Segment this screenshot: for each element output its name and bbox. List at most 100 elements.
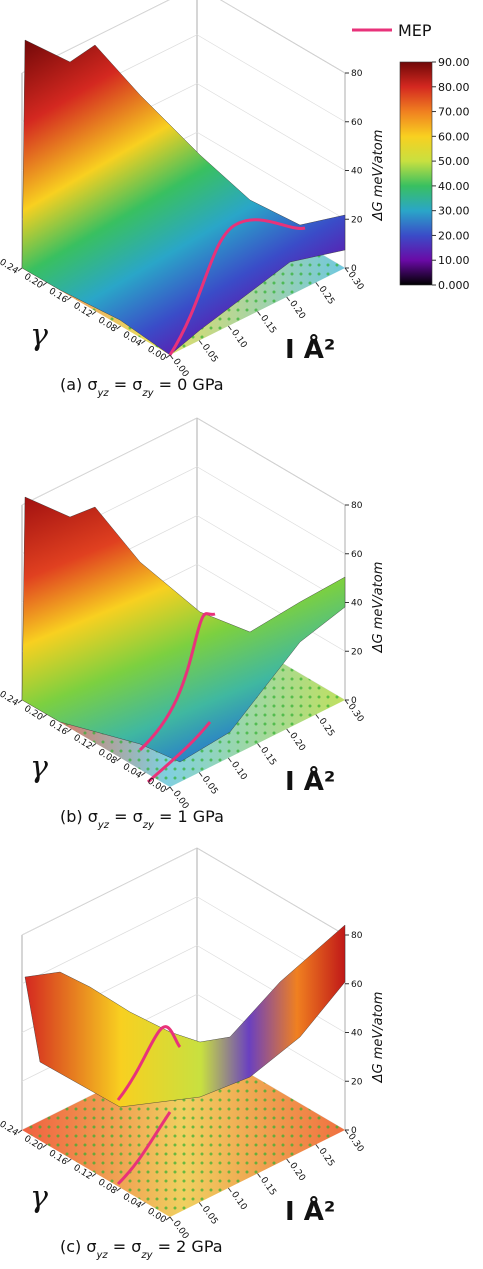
y-tick-label: 0.15 <box>258 745 278 767</box>
y-tick <box>344 699 349 705</box>
surface <box>21 496 346 763</box>
z-tick-label: 0 <box>351 264 357 274</box>
z-tick-label: 20 <box>351 1077 363 1087</box>
y-tick-label: 0.30 <box>346 702 366 724</box>
y-tick-label: 0.05 <box>200 342 220 364</box>
z-tick-label: 80 <box>351 69 363 79</box>
x-tick <box>141 340 146 344</box>
y-tick <box>169 786 174 792</box>
colorbar-tick-label: 70.00 <box>438 106 470 119</box>
caption-part: (c) σ <box>60 1237 97 1256</box>
z-tick-label: 60 <box>351 118 363 128</box>
y-tick-label: 0.15 <box>258 1175 278 1197</box>
colorbar-tick-label: 50.00 <box>438 155 470 168</box>
caption-part: zy <box>140 1250 153 1261</box>
caption-part: yz <box>97 388 110 399</box>
z-tick-label: 0 <box>351 696 357 706</box>
y-tick <box>198 772 203 777</box>
y-tick <box>315 714 320 719</box>
caption-part: = σ <box>109 375 143 394</box>
y-tick <box>257 311 261 316</box>
panel: 0204060800.000.040.080.120.160.200.240.0… <box>0 0 470 399</box>
y-tick-label: 0.30 <box>346 270 366 292</box>
y-tick <box>227 325 232 331</box>
x-tick <box>17 1129 23 1134</box>
x-tick <box>116 325 121 330</box>
grid-line <box>21 417 346 506</box>
caption-part: (b) σ <box>60 807 98 826</box>
x-tick <box>17 267 23 272</box>
y-tick-label: 0.25 <box>316 284 336 306</box>
z-axis-label: ΔG meV/atom <box>371 130 386 222</box>
caption-part: zy <box>142 820 155 831</box>
z-tick-label: 0 <box>351 1126 357 1136</box>
x-tick <box>165 1216 171 1221</box>
y-tick-label: 0.05 <box>200 774 220 796</box>
mep-path <box>168 218 306 356</box>
y-tick-label: 0.25 <box>316 716 336 738</box>
y-tick <box>257 743 261 748</box>
caption: (b) σyz = σzy = 1 GPa <box>60 807 224 831</box>
z-tick-label: 40 <box>351 599 363 609</box>
caption-part: = 2 GPa <box>153 1237 223 1256</box>
z-tick-label: 40 <box>351 167 363 177</box>
grid-line <box>21 896 346 985</box>
x-tick <box>67 296 72 301</box>
y-tick-label: 0.20 <box>287 1161 307 1183</box>
x-tick <box>116 1187 121 1192</box>
caption-part: = σ <box>109 807 143 826</box>
caption-part: yz <box>96 1250 109 1261</box>
y-tick <box>227 1187 232 1193</box>
caption-part: zy <box>141 388 154 399</box>
colorbar-tick-label: 20.00 <box>438 229 470 242</box>
x-axis-label: γ <box>30 318 48 353</box>
panel: 0204060800.000.040.080.120.160.200.240.0… <box>0 417 386 831</box>
colorbar-tick-label: 60.00 <box>438 130 470 143</box>
caption-part: yz <box>97 820 110 831</box>
y-tick-label: 0.25 <box>316 1146 336 1168</box>
y-tick-label: 0.20 <box>287 731 307 753</box>
y-tick-label: 0.15 <box>258 313 278 335</box>
caption: (c) σyz = σzy = 2 GPa <box>60 1237 223 1261</box>
colorbar-tick-label: 80.00 <box>438 81 470 94</box>
y-tick <box>344 267 349 273</box>
panel: 0204060800.000.040.080.120.160.200.240.0… <box>0 847 386 1261</box>
x-tick <box>42 1144 47 1148</box>
y-tick-label: 0.05 <box>200 1204 220 1226</box>
y-tick <box>286 296 291 302</box>
y-tick-label: 0.20 <box>287 299 307 321</box>
y-axis-label: I Å² <box>285 1195 335 1227</box>
caption-part: = 0 GPa <box>154 375 224 394</box>
x-tick <box>42 282 47 286</box>
x-axis-label: γ <box>30 750 48 785</box>
grid-line <box>21 0 346 74</box>
colorbar-tick-label: 0.000 <box>438 279 470 292</box>
surface <box>24 924 346 1108</box>
colorbar-tick-label: 10.00 <box>438 254 470 267</box>
z-axis-label: ΔG meV/atom <box>371 992 386 1084</box>
y-tick <box>315 1144 320 1149</box>
x-axis-label: γ <box>30 1180 48 1215</box>
z-tick-label: 20 <box>351 215 363 225</box>
y-tick <box>198 340 203 345</box>
y-tick <box>198 1202 203 1207</box>
z-axis-label: ΔG meV/atom <box>371 562 386 654</box>
y-axis-label: I Å² <box>285 333 335 365</box>
floor-dots <box>22 1043 345 1217</box>
x-tick <box>165 354 171 359</box>
z-tick-label: 80 <box>351 931 363 941</box>
legend-label: MEP <box>398 21 432 40</box>
y-tick <box>227 757 232 763</box>
z-tick-label: 80 <box>351 501 363 511</box>
x-tick <box>141 772 146 776</box>
x-tick <box>141 1202 146 1206</box>
y-tick <box>344 1129 349 1135</box>
y-tick-label: 0.10 <box>229 760 249 782</box>
mep-floor <box>146 721 212 784</box>
x-tick <box>165 786 171 791</box>
y-tick-label: 0.10 <box>229 1190 249 1212</box>
x-tick <box>91 311 97 315</box>
x-tick <box>67 728 72 733</box>
caption-part: = σ <box>108 1237 142 1256</box>
